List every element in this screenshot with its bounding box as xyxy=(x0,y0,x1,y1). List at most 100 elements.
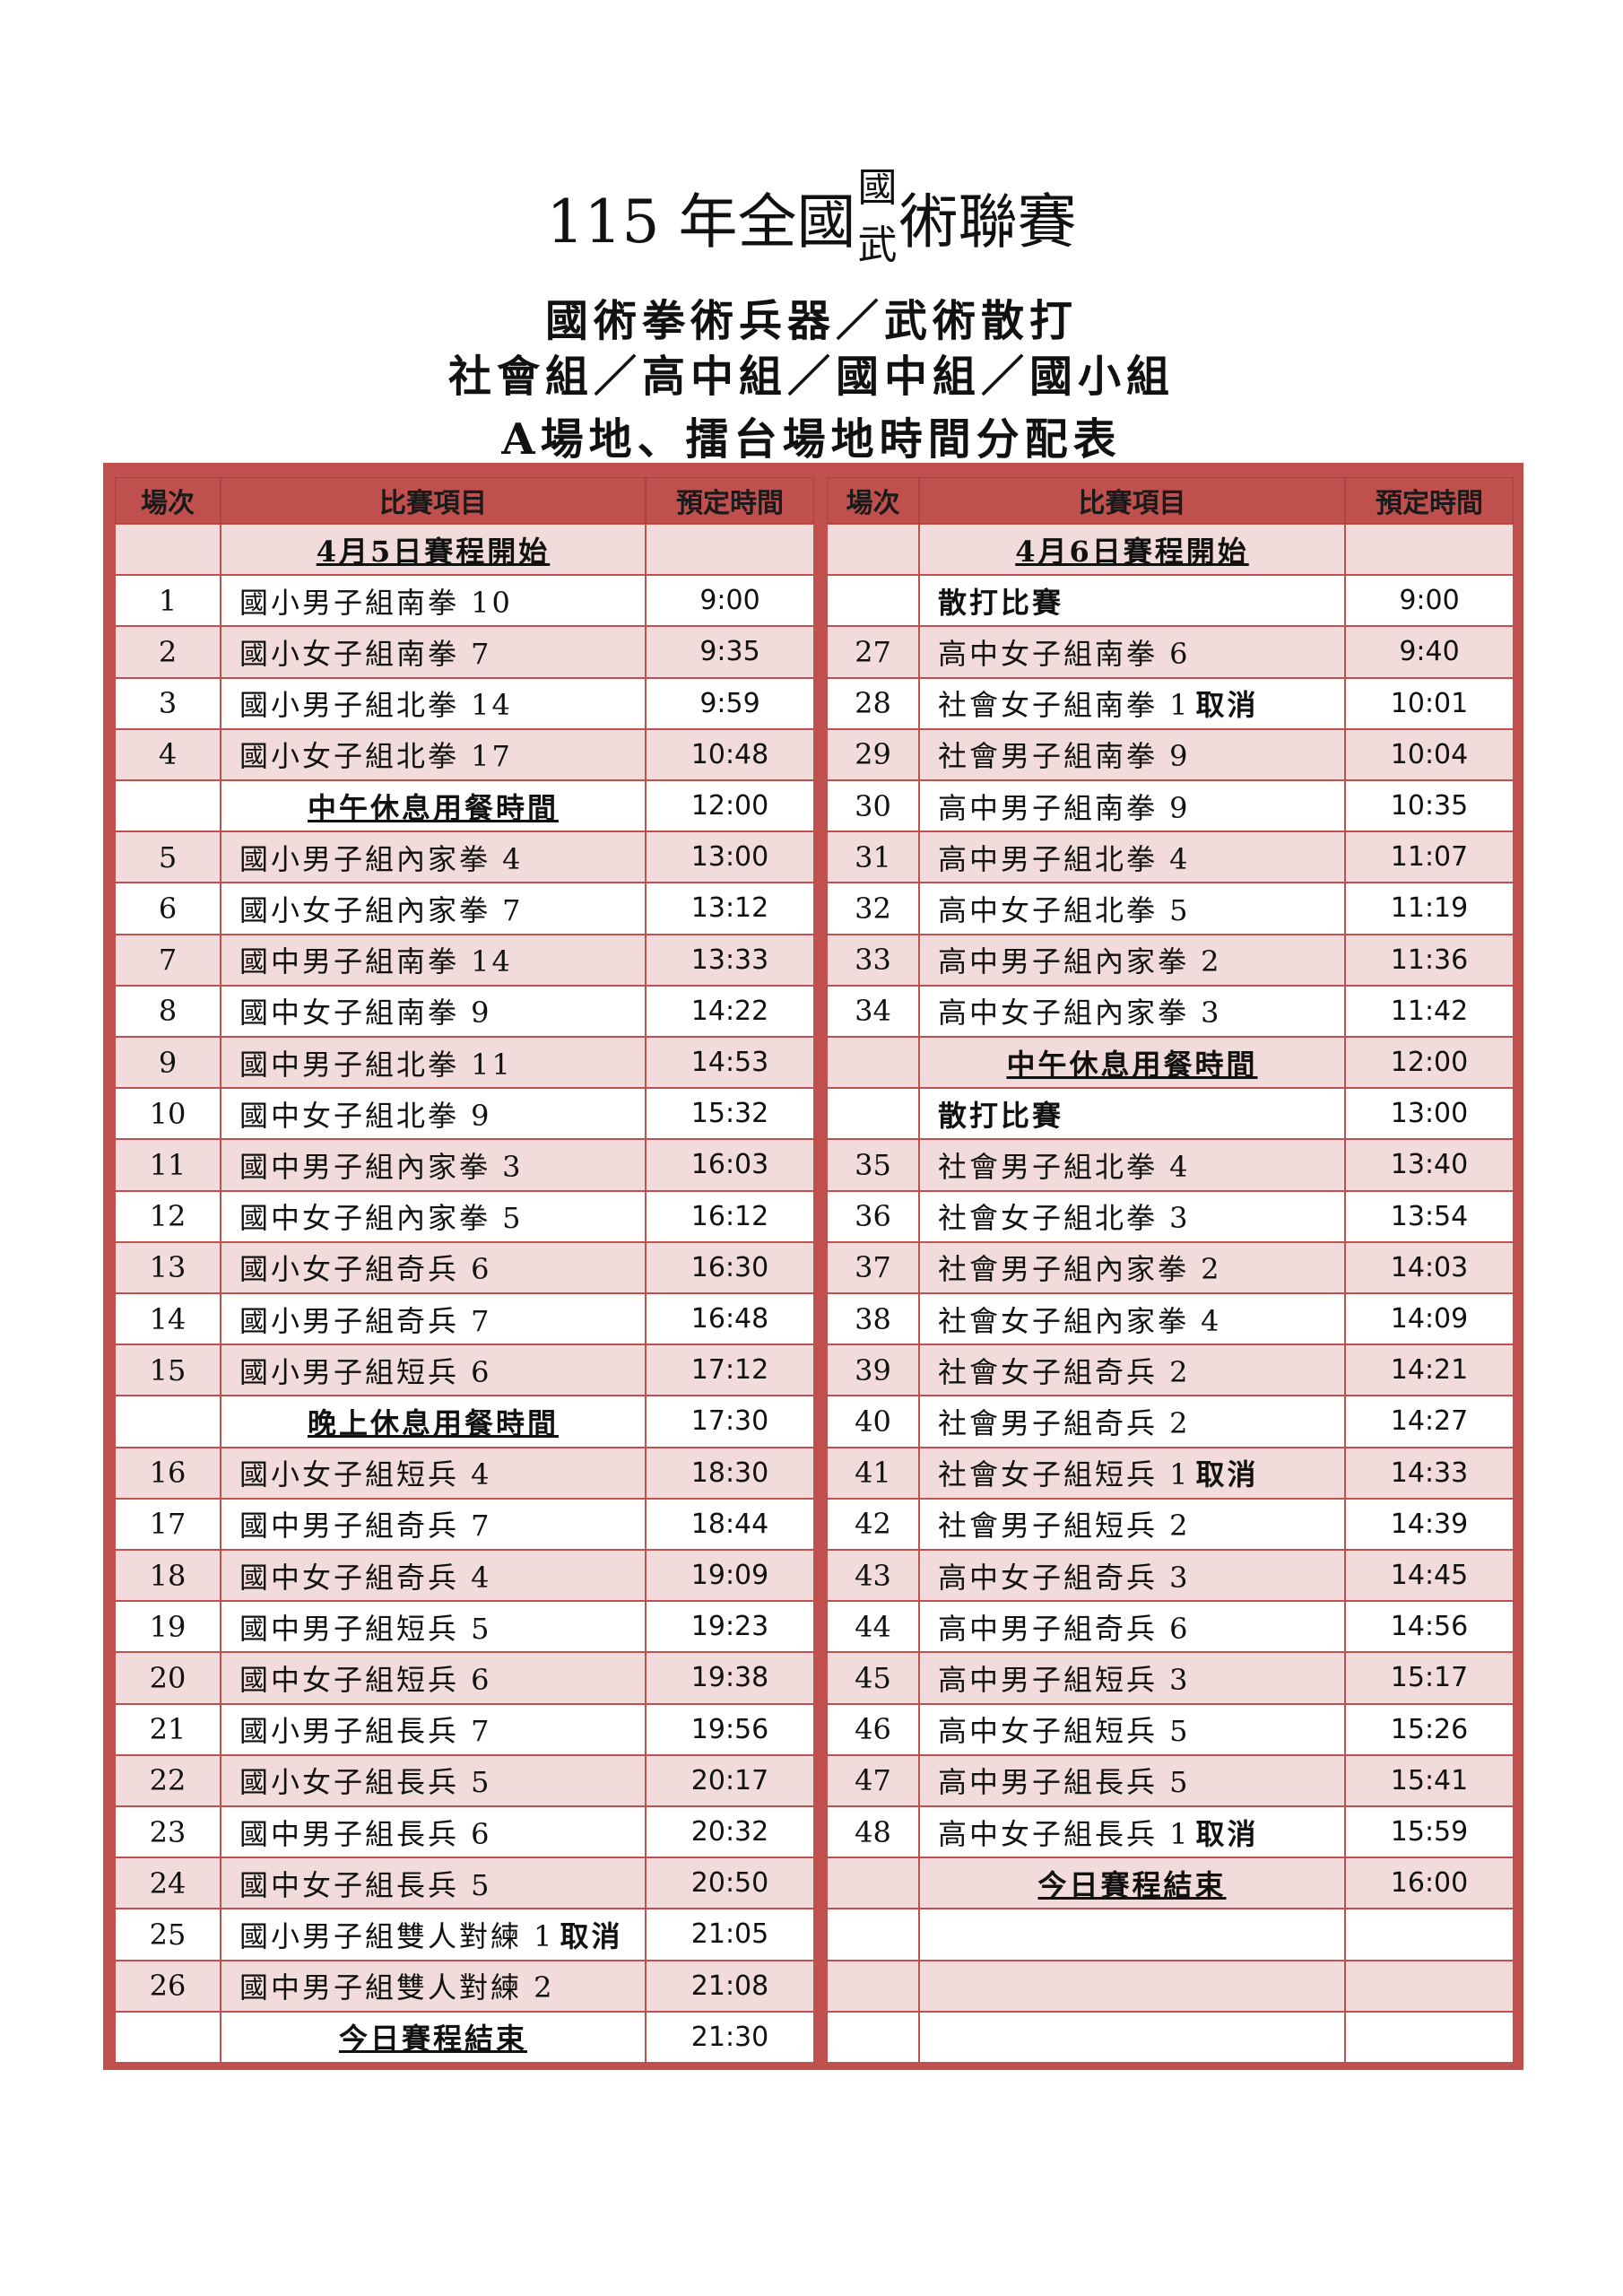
table-cell xyxy=(827,2011,919,2063)
table-cell: 今日賽程結束 xyxy=(221,2011,646,2063)
title-text: 術聯賽 xyxy=(898,187,1077,257)
table-cell: 14:27 xyxy=(1345,1396,1514,1448)
table-cell: 晚上休息用餐時間 xyxy=(221,1396,646,1448)
table-cell: 31 xyxy=(827,831,919,883)
table-cell: 高中男子組南拳 9 xyxy=(919,780,1345,832)
table-cell: 16:00 xyxy=(1345,1857,1514,1909)
table-cell xyxy=(115,1396,221,1448)
table-cell: 16:48 xyxy=(646,1293,814,1345)
table-cell: 社會男子組內家拳 2 xyxy=(919,1241,1345,1293)
table-cell xyxy=(827,524,919,576)
table-cell: 18:44 xyxy=(646,1498,814,1550)
table-cell: 29 xyxy=(827,728,919,780)
table-cell: 9:40 xyxy=(1345,626,1514,678)
table-cell: 15:41 xyxy=(1345,1754,1514,1806)
table-cell: 國小男子組北拳 14 xyxy=(221,677,646,729)
table-cell: 18 xyxy=(115,1550,221,1602)
table-cell: 11:42 xyxy=(1345,985,1514,1037)
table-cell: 41 xyxy=(827,1447,919,1499)
table-cell: 高中男子組短兵 3 xyxy=(919,1652,1345,1704)
header-cell: 比賽項目 xyxy=(919,477,1345,524)
table-cell: 37 xyxy=(827,1241,919,1293)
table-cell: 11 xyxy=(115,1139,221,1191)
table-cell: 39 xyxy=(827,1344,919,1396)
table-cell: 14:53 xyxy=(646,1037,814,1089)
table-cell: 40 xyxy=(827,1396,919,1448)
table-cell xyxy=(1345,1909,1514,1961)
table-cell: 30 xyxy=(827,780,919,832)
table-cell: 17:12 xyxy=(646,1344,814,1396)
table-cell: 社會女子組南拳 1 取消 xyxy=(919,677,1345,729)
table-cell: 9:00 xyxy=(1345,575,1514,627)
table-cell: 高中女子組北拳 5 xyxy=(919,883,1345,935)
table-cell: 高中女子組長兵 1 取消 xyxy=(919,1806,1345,1858)
table-cell: 4月6日賽程開始 xyxy=(919,524,1345,576)
table-cell: 9:00 xyxy=(646,575,814,627)
table-cell: 散打比賽 xyxy=(919,575,1345,627)
table-cell: 14:09 xyxy=(1345,1293,1514,1345)
table-cell: 散打比賽 xyxy=(919,1088,1345,1140)
table-cell: 14:33 xyxy=(1345,1447,1514,1499)
table-cell: 16 xyxy=(115,1447,221,1499)
table-cell: 10:48 xyxy=(646,728,814,780)
table-cell: 12:00 xyxy=(1345,1037,1514,1089)
title-text: 115 年全國 xyxy=(546,187,856,257)
table-cell: 3 xyxy=(115,677,221,729)
table-cell: 13:00 xyxy=(646,831,814,883)
table-cell: 國小女子組北拳 17 xyxy=(221,728,646,780)
header-cell: 預定時間 xyxy=(1345,477,1514,524)
cell-text: 高中女子組長兵 1 xyxy=(938,1816,1191,1851)
table-cell xyxy=(1345,2011,1514,2063)
table-cell: 國中女子組短兵 6 xyxy=(221,1652,646,1704)
table-cell: 19:38 xyxy=(646,1652,814,1704)
table-cell: 15 xyxy=(115,1344,221,1396)
table-cell: 社會女子組奇兵 2 xyxy=(919,1344,1345,1396)
table-cell: 14:03 xyxy=(1345,1241,1514,1293)
table-cell: 19:23 xyxy=(646,1601,814,1653)
table-cell: 高中男子組長兵 5 xyxy=(919,1754,1345,1806)
table-cell xyxy=(827,1909,919,1961)
table-cell: 10:04 xyxy=(1345,728,1514,780)
table-cell: 19:56 xyxy=(646,1703,814,1755)
table-cell: 17 xyxy=(115,1498,221,1550)
table-cell: 15:17 xyxy=(1345,1652,1514,1704)
table-cell: 12 xyxy=(115,1190,221,1242)
table-cell: 44 xyxy=(827,1601,919,1653)
table-cell: 11:07 xyxy=(1345,831,1514,883)
table-cell: 6 xyxy=(115,883,221,935)
table-cell: 國小女子組長兵 5 xyxy=(221,1754,646,1806)
cell-text: 今日賽程結束 xyxy=(1037,1867,1227,1902)
table-cell: 46 xyxy=(827,1703,919,1755)
table-cell: 9 xyxy=(115,1037,221,1089)
table-cell: 9:59 xyxy=(646,677,814,729)
table-cell xyxy=(1345,524,1514,576)
table-cell: 國小男子組雙人對練 1 取消 xyxy=(221,1909,646,1961)
table-cell: 17:30 xyxy=(646,1396,814,1448)
cell-text: 今日賽程結束 xyxy=(338,2022,527,2057)
table-cell xyxy=(827,1088,919,1140)
table-cell: 19:09 xyxy=(646,1550,814,1602)
table-cell: 47 xyxy=(827,1754,919,1806)
table-cell: 國小男子組內家拳 4 xyxy=(221,831,646,883)
table-cell: 28 xyxy=(827,677,919,729)
cell-text: 4月5日賽程開始 xyxy=(316,534,551,569)
cancel-note: 取消 xyxy=(1195,1816,1259,1851)
table-cell: 15:59 xyxy=(1345,1806,1514,1858)
table-cell xyxy=(646,524,814,576)
table-cell xyxy=(115,780,221,832)
subtitle: A場地、擂台場地時間分配表 xyxy=(501,414,1122,465)
table-cell: 14:21 xyxy=(1345,1344,1514,1396)
cancel-note: 取消 xyxy=(560,1918,623,1953)
table-cell: 45 xyxy=(827,1652,919,1704)
table-cell: 國中女子組內家拳 5 xyxy=(221,1190,646,1242)
cell-text: 社會女子組南拳 1 xyxy=(938,688,1191,723)
table-cell: 4 xyxy=(115,728,221,780)
table-cell: 12:00 xyxy=(646,780,814,832)
table-cell: 13 xyxy=(115,1241,221,1293)
table-cell: 15:32 xyxy=(646,1088,814,1140)
table-cell xyxy=(827,1857,919,1909)
table-cell: 22 xyxy=(115,1754,221,1806)
table-cell: 社會女子組北拳 3 xyxy=(919,1190,1345,1242)
table-cell: 10 xyxy=(115,1088,221,1140)
table-cell: 20:50 xyxy=(646,1857,814,1909)
